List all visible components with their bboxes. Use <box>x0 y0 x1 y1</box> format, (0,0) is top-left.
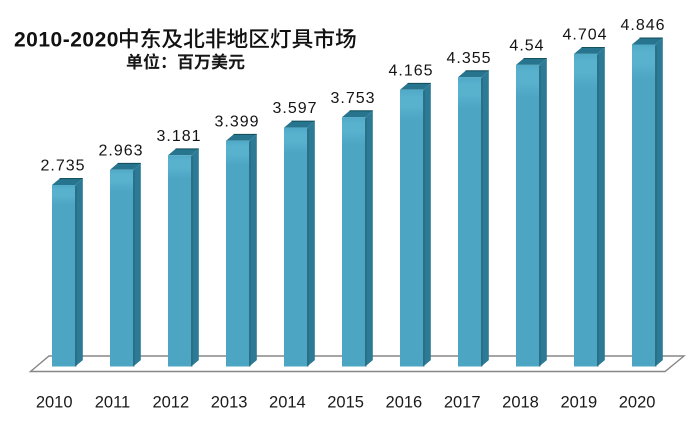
svg-text:4.704: 4.704 <box>562 27 607 44</box>
svg-text:2018: 2018 <box>502 393 539 411</box>
svg-text:4.165: 4.165 <box>388 62 433 79</box>
svg-text:2014: 2014 <box>269 393 306 411</box>
svg-text:2012: 2012 <box>152 393 189 411</box>
svg-text:2010: 2010 <box>36 393 73 411</box>
svg-text:4.846: 4.846 <box>620 17 665 34</box>
svg-text:2019: 2019 <box>560 393 597 411</box>
svg-text:2011: 2011 <box>95 393 130 411</box>
svg-text:3.597: 3.597 <box>272 100 317 117</box>
svg-text:2.963: 2.963 <box>98 142 143 159</box>
svg-text:4.54: 4.54 <box>509 38 544 55</box>
svg-text:2010-2020: 2010-2020 <box>14 29 119 52</box>
svg-text:2020: 2020 <box>619 393 656 411</box>
svg-text:2017: 2017 <box>444 393 481 411</box>
svg-text:4.355: 4.355 <box>446 50 491 67</box>
svg-text:2015: 2015 <box>327 393 364 411</box>
svg-text:2.735: 2.735 <box>40 158 85 175</box>
svg-text:3.753: 3.753 <box>330 90 375 107</box>
svg-text:2016: 2016 <box>386 393 423 411</box>
svg-text:2013: 2013 <box>211 393 248 411</box>
svg-text:3.181: 3.181 <box>156 128 201 145</box>
svg-text:3.399: 3.399 <box>214 113 259 130</box>
